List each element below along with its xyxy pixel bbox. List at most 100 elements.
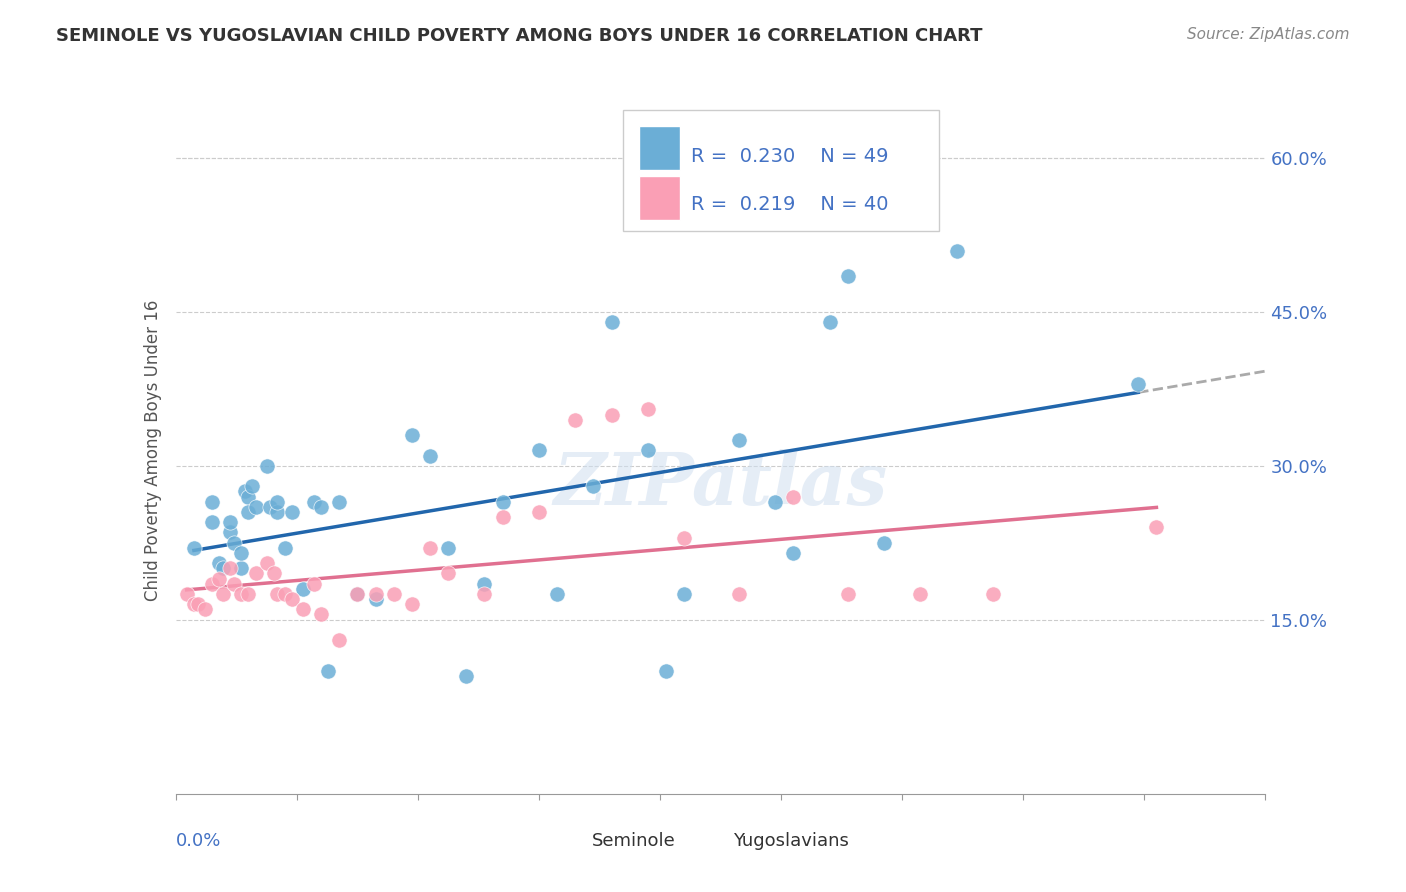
Point: [219, 525, 242, 540]
Point: [318, 664, 340, 678]
Point: [727, 434, 749, 448]
Point: [274, 587, 297, 601]
Point: [238, 587, 260, 601]
Point: [600, 408, 623, 422]
Point: [274, 541, 297, 555]
Point: [673, 531, 696, 545]
Point: [763, 494, 786, 508]
Point: [302, 494, 325, 508]
Point: [291, 602, 314, 616]
Point: [309, 607, 332, 622]
Text: R =  0.230    N = 49: R = 0.230 N = 49: [692, 147, 889, 166]
Point: [419, 449, 441, 463]
Text: Yugoslavians: Yugoslavians: [734, 831, 849, 850]
Point: [837, 269, 859, 284]
Point: [1146, 520, 1168, 534]
Point: [281, 505, 304, 519]
Point: [492, 510, 515, 524]
Point: [256, 458, 278, 473]
Point: [818, 315, 841, 329]
Point: [837, 587, 859, 601]
FancyBboxPatch shape: [638, 176, 681, 220]
Point: [364, 592, 387, 607]
Point: [673, 587, 696, 601]
Point: [212, 561, 235, 575]
Text: R =  0.219    N = 40: R = 0.219 N = 40: [692, 195, 889, 214]
Point: [201, 576, 224, 591]
Point: [231, 546, 253, 560]
Point: [266, 494, 288, 508]
Point: [637, 443, 659, 458]
Point: [437, 541, 460, 555]
Point: [346, 587, 368, 601]
Point: [238, 490, 260, 504]
Point: [259, 500, 281, 514]
Point: [219, 515, 242, 529]
Point: [266, 505, 288, 519]
Point: [238, 505, 260, 519]
Point: [910, 587, 932, 601]
Point: [302, 576, 325, 591]
Point: [564, 413, 586, 427]
Text: SEMINOLE VS YUGOSLAVIAN CHILD POVERTY AMONG BOYS UNDER 16 CORRELATION CHART: SEMINOLE VS YUGOSLAVIAN CHILD POVERTY AM…: [56, 27, 983, 45]
Point: [219, 561, 242, 575]
Point: [194, 602, 217, 616]
Point: [328, 633, 350, 648]
Point: [208, 556, 231, 570]
Point: [782, 490, 804, 504]
Point: [309, 500, 332, 514]
Point: [328, 494, 350, 508]
Point: [201, 515, 224, 529]
Point: [364, 587, 387, 601]
Point: [600, 315, 623, 329]
Point: [419, 541, 441, 555]
FancyBboxPatch shape: [585, 816, 612, 846]
Point: [245, 500, 267, 514]
Point: [263, 566, 285, 581]
Point: [231, 561, 253, 575]
Text: 0.0%: 0.0%: [176, 831, 221, 850]
Point: [186, 597, 209, 611]
Point: [474, 587, 496, 601]
FancyBboxPatch shape: [623, 111, 939, 231]
Point: [546, 587, 568, 601]
Point: [212, 587, 235, 601]
Point: [401, 428, 423, 442]
Point: [727, 587, 749, 601]
Point: [873, 535, 896, 549]
Point: [281, 592, 304, 607]
Point: [240, 479, 263, 493]
Point: [382, 587, 405, 601]
FancyBboxPatch shape: [725, 816, 754, 846]
Point: [266, 587, 288, 601]
Point: [201, 494, 224, 508]
Point: [222, 576, 245, 591]
Point: [1128, 376, 1150, 391]
Point: [208, 572, 231, 586]
Point: [437, 566, 460, 581]
Text: ZIPatlas: ZIPatlas: [554, 450, 887, 520]
Point: [256, 556, 278, 570]
Point: [231, 587, 253, 601]
Point: [456, 669, 478, 683]
Point: [655, 664, 678, 678]
Point: [346, 587, 368, 601]
Point: [233, 484, 256, 499]
Y-axis label: Child Poverty Among Boys Under 16: Child Poverty Among Boys Under 16: [143, 300, 162, 601]
Point: [582, 479, 605, 493]
Point: [245, 566, 267, 581]
Point: [981, 587, 1004, 601]
Point: [176, 587, 198, 601]
Point: [183, 597, 205, 611]
Point: [945, 244, 967, 258]
Point: [183, 541, 205, 555]
Point: [782, 546, 804, 560]
Point: [291, 582, 314, 596]
Point: [637, 402, 659, 417]
Text: Seminole: Seminole: [592, 831, 675, 850]
Point: [527, 443, 550, 458]
Point: [527, 505, 550, 519]
Text: Source: ZipAtlas.com: Source: ZipAtlas.com: [1187, 27, 1350, 42]
Point: [492, 494, 515, 508]
Point: [222, 535, 245, 549]
